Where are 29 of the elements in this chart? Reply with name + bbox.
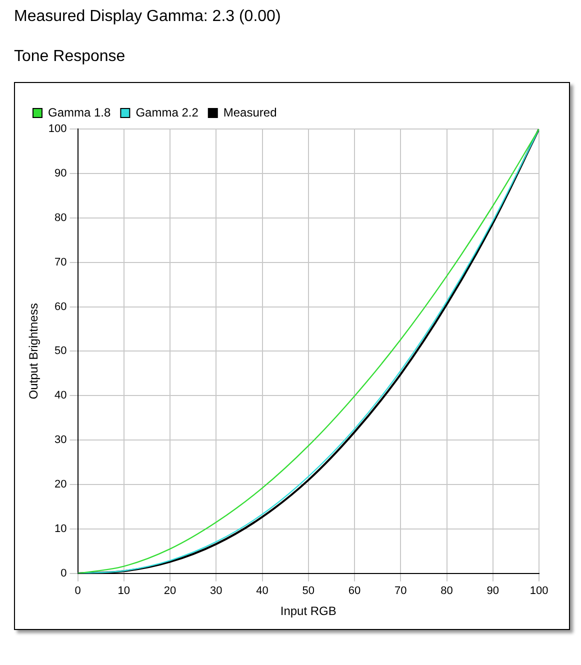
- x-tick-label: 100: [530, 585, 548, 598]
- y-tick-label: 50: [54, 345, 67, 358]
- y-tick-label: 70: [54, 256, 67, 268]
- y-tick-label: 20: [54, 478, 67, 491]
- x-tick-label: 80: [440, 585, 453, 598]
- legend-label: Gamma 2.2: [136, 105, 199, 120]
- chart-subtitle: Tone Response: [14, 48, 126, 66]
- y-tick-label: 60: [54, 300, 67, 313]
- x-tick-label: 10: [118, 585, 130, 598]
- x-tick-label: 60: [348, 585, 361, 598]
- y-axis-title: Output Brightness: [26, 303, 41, 400]
- chart-title: Measured Display Gamma: 2.3 (0.00): [14, 8, 282, 26]
- legend-label: Gamma 1.8: [48, 105, 112, 120]
- x-tick-label: 40: [256, 585, 268, 598]
- y-tick-label: 0: [60, 567, 67, 580]
- y-tick-label: 80: [54, 212, 67, 224]
- x-axis-title: Input RGB: [280, 604, 336, 618]
- y-tick-label: 30: [54, 434, 67, 446]
- x-tick-label: 50: [302, 585, 314, 598]
- y-tick-label: 100: [48, 123, 67, 136]
- x-tick-label: 20: [164, 585, 176, 598]
- x-tick-label: 90: [486, 585, 499, 598]
- x-tick-label: 0: [74, 585, 81, 598]
- y-tick-label: 40: [54, 390, 67, 402]
- y-tick-label: 90: [54, 167, 67, 180]
- y-tick-label: 10: [54, 522, 67, 535]
- x-tick-label: 70: [394, 585, 407, 598]
- x-tick-label: 30: [210, 585, 222, 598]
- legend-label: Measured: [223, 105, 277, 120]
